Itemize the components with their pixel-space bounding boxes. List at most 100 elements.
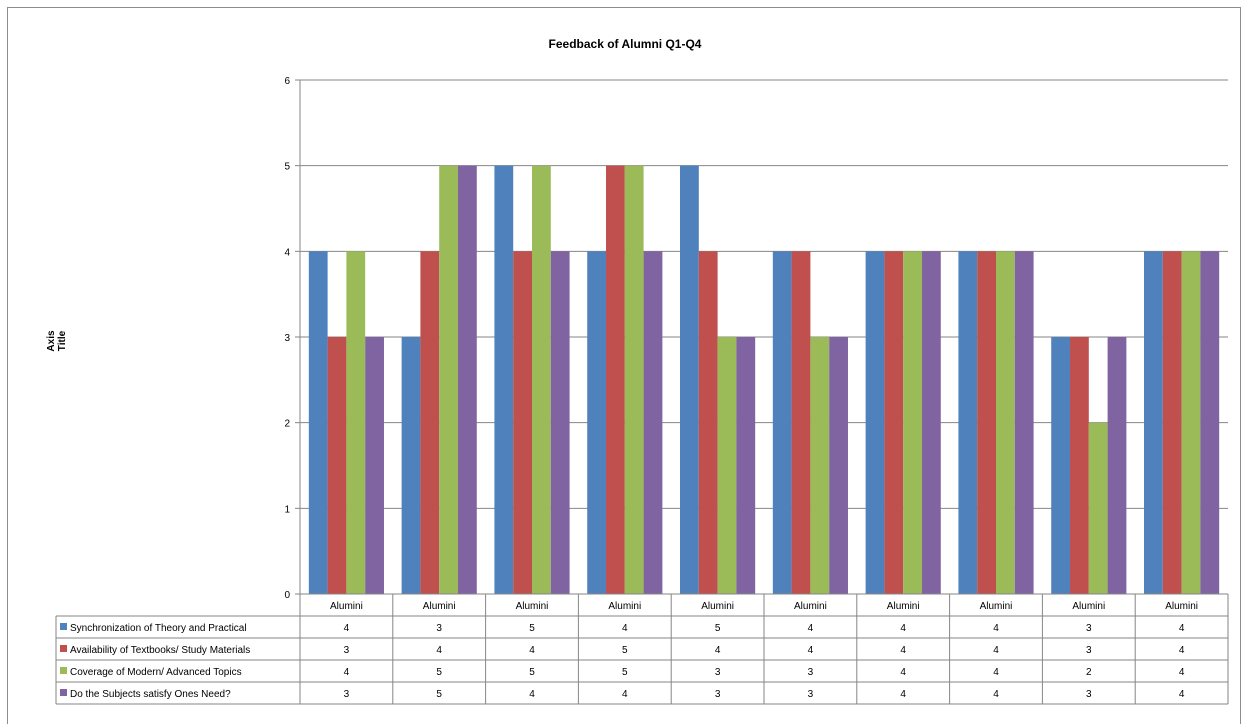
bar xyxy=(494,165,514,594)
data-label: 4 xyxy=(900,623,906,634)
legend-label: Availability of Textbooks/ Study Materia… xyxy=(70,645,250,656)
bar xyxy=(865,251,885,595)
y-tick-label: 4 xyxy=(284,247,290,258)
bar xyxy=(958,251,978,595)
bar xyxy=(698,251,718,595)
data-label: 4 xyxy=(1179,667,1185,678)
bar xyxy=(532,165,551,594)
data-label: 4 xyxy=(900,645,906,656)
data-label: 5 xyxy=(529,667,535,678)
x-tick-label: Alumini xyxy=(423,601,456,612)
data-label: 3 xyxy=(1086,689,1092,700)
bar xyxy=(977,251,996,595)
bar xyxy=(401,337,421,594)
data-label: 4 xyxy=(344,667,350,678)
y-tick-label: 6 xyxy=(284,76,290,87)
data-label: 4 xyxy=(344,623,350,634)
bar xyxy=(921,251,941,595)
bar xyxy=(903,251,922,595)
bar xyxy=(587,251,607,595)
bar xyxy=(550,251,570,595)
x-tick-label: Alumini xyxy=(330,601,363,612)
bar xyxy=(772,251,792,595)
bar xyxy=(513,251,532,595)
data-label: 4 xyxy=(993,689,999,700)
x-tick-label: Alumini xyxy=(516,601,549,612)
legend-key xyxy=(60,645,67,652)
data-label: 3 xyxy=(436,623,442,634)
bar xyxy=(1070,337,1089,594)
data-label: 2 xyxy=(1086,667,1092,678)
bar xyxy=(1144,251,1163,595)
data-label: 4 xyxy=(529,645,535,656)
data-label: 3 xyxy=(808,667,814,678)
bar xyxy=(365,337,384,594)
bar xyxy=(1200,251,1220,595)
legend-label: Coverage of Modern/ Advanced Topics xyxy=(70,667,242,678)
y-tick-label: 3 xyxy=(284,333,290,344)
bar xyxy=(1107,337,1127,594)
bar xyxy=(420,251,440,595)
data-label: 4 xyxy=(993,645,999,656)
bar xyxy=(308,251,328,595)
bar xyxy=(624,165,644,594)
bar xyxy=(680,165,699,594)
x-tick-label: Alumini xyxy=(701,601,734,612)
data-label: 4 xyxy=(529,689,535,700)
bar xyxy=(829,337,848,594)
bar xyxy=(996,251,1015,595)
y-tick-label: 5 xyxy=(284,162,290,173)
data-label: 4 xyxy=(1179,623,1185,634)
bar xyxy=(1181,251,1201,595)
data-label: 3 xyxy=(715,689,721,700)
bar xyxy=(457,165,477,594)
data-label: 5 xyxy=(529,623,535,634)
chart-title: Feedback of Alumni Q1-Q4 xyxy=(548,37,702,51)
bar xyxy=(346,251,366,595)
bar xyxy=(791,251,811,595)
bar xyxy=(1162,251,1182,595)
legend-key xyxy=(60,623,67,630)
data-label: 4 xyxy=(808,623,814,634)
data-label: 4 xyxy=(622,623,628,634)
x-tick-label: Alumini xyxy=(1072,601,1105,612)
bar xyxy=(643,251,663,595)
data-label: 4 xyxy=(436,645,442,656)
data-label: 4 xyxy=(993,667,999,678)
bar xyxy=(884,251,904,595)
data-label: 5 xyxy=(436,689,442,700)
x-tick-label: Alumini xyxy=(887,601,920,612)
bar xyxy=(327,337,347,594)
legend-key xyxy=(60,689,67,696)
x-tick-label: Alumini xyxy=(1165,601,1198,612)
bar xyxy=(810,337,830,594)
x-tick-label: Alumini xyxy=(794,601,827,612)
data-label: 3 xyxy=(344,645,350,656)
bar xyxy=(736,337,756,594)
data-label: 4 xyxy=(1179,645,1185,656)
data-label: 3 xyxy=(808,689,814,700)
y-tick-label: 1 xyxy=(284,504,290,515)
data-label: 3 xyxy=(1086,623,1092,634)
data-label: 4 xyxy=(715,645,721,656)
data-label: 3 xyxy=(1086,645,1092,656)
legend-label: Do the Subjects satisfy Ones Need? xyxy=(70,689,231,700)
data-label: 3 xyxy=(715,667,721,678)
bar xyxy=(717,337,737,594)
data-label: 4 xyxy=(900,689,906,700)
y-tick-label: 2 xyxy=(284,419,290,430)
data-label: 4 xyxy=(993,623,999,634)
legend-label: Synchronization of Theory and Practical xyxy=(70,623,247,634)
data-label: 5 xyxy=(715,623,721,634)
bar xyxy=(439,165,458,594)
bar xyxy=(1014,251,1034,595)
x-tick-label: Alumini xyxy=(980,601,1013,612)
bar xyxy=(1088,422,1108,594)
data-label: 5 xyxy=(622,645,628,656)
data-label: 4 xyxy=(622,689,628,700)
x-tick-label: Alumini xyxy=(608,601,641,612)
data-label: 4 xyxy=(900,667,906,678)
data-label: 5 xyxy=(622,667,628,678)
bar xyxy=(606,165,625,594)
